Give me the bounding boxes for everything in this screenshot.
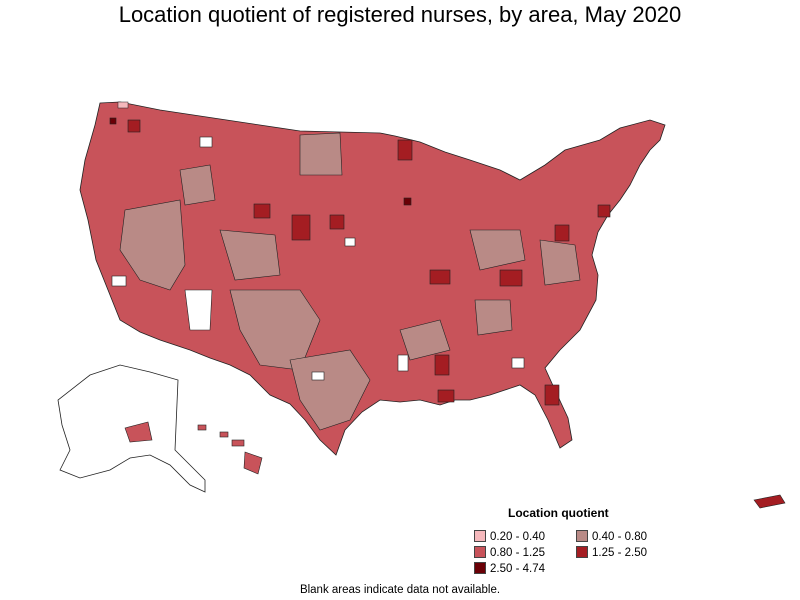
legend-swatch bbox=[474, 562, 486, 574]
hawaii-region bbox=[197, 424, 263, 475]
legend-item-0-20-0-40: 0.20 - 0.40 bbox=[474, 530, 545, 543]
no-data-areas bbox=[111, 136, 525, 381]
legend-item-0-40-0-80: 0.40 - 0.80 bbox=[576, 530, 647, 543]
map-title: Location quotient of registered nurses, … bbox=[118, 2, 682, 27]
legend-label: 0.20 - 0.40 bbox=[490, 531, 545, 543]
legend-swatch bbox=[474, 530, 486, 542]
legend-item-2-50-4-74: 2.50 - 4.74 bbox=[474, 562, 545, 575]
low-lq-areas bbox=[119, 132, 581, 431]
legend-item-1-25-2-50: 1.25 - 2.50 bbox=[576, 546, 647, 559]
legend-label: 1.25 - 2.50 bbox=[592, 547, 647, 559]
very-high-lq-areas bbox=[109, 117, 412, 206]
footnote: Blank areas indicate data not available. bbox=[299, 584, 501, 596]
legend-title: Location quotient bbox=[508, 506, 609, 520]
legend-label: 0.40 - 0.80 bbox=[592, 531, 647, 543]
lowest-lq-area bbox=[117, 101, 129, 109]
legend-label: 0.80 - 1.25 bbox=[490, 547, 545, 559]
legend-swatch bbox=[576, 546, 588, 558]
legend-swatch bbox=[474, 546, 486, 558]
high-lq-areas bbox=[127, 119, 611, 406]
legend-item-0-80-1-25: 0.80 - 1.25 bbox=[474, 546, 545, 559]
legend-label: 2.50 - 4.74 bbox=[490, 563, 545, 575]
legend-swatch bbox=[576, 530, 588, 542]
alaska-high-lq-area bbox=[124, 421, 153, 443]
puerto-rico-region bbox=[753, 494, 786, 509]
